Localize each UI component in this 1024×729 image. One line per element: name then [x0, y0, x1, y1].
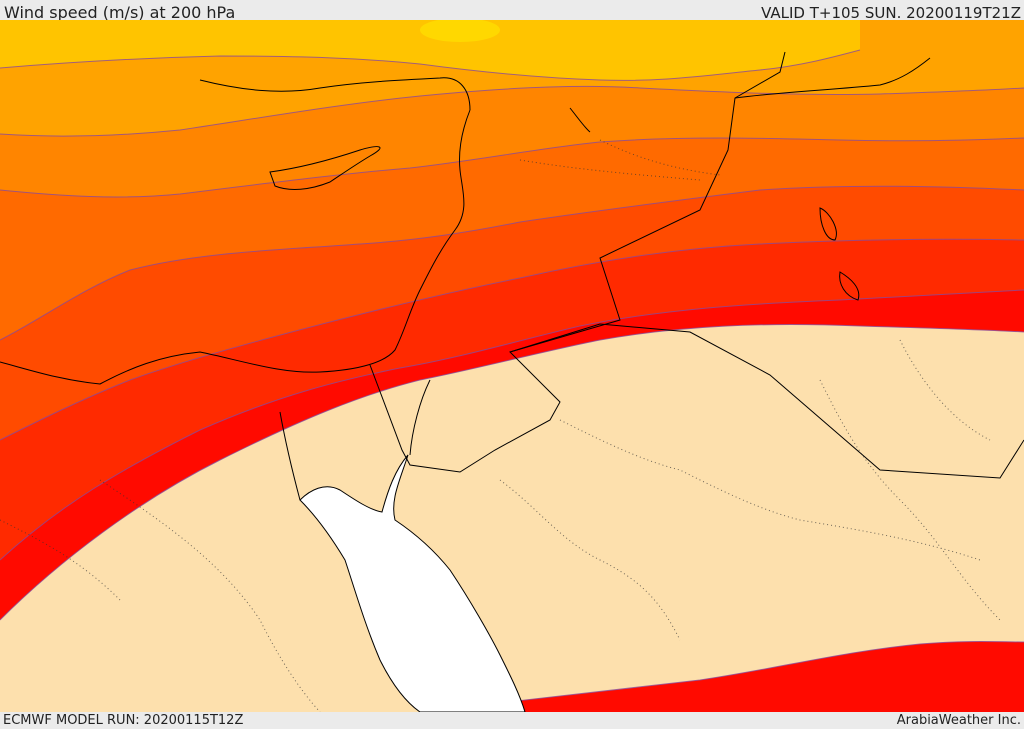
- header-bar: Wind speed (m/s) at 200 hPa VALID T+105 …: [0, 0, 1024, 22]
- coastlines: [0, 51, 1024, 501]
- wind-band-1: [0, 20, 860, 81]
- map-title: Wind speed (m/s) at 200 hPa: [4, 3, 236, 22]
- model-run: ECMWF MODEL RUN: 20200115T12Z: [3, 713, 244, 728]
- province-boundaries: [0, 139, 1001, 712]
- contour-lines: [0, 49, 1024, 712]
- wind-speed-map: [0, 20, 1024, 712]
- wind-max-core: [420, 20, 500, 42]
- valid-time: VALID T+105 SUN. 20200119T21Z: [761, 4, 1021, 22]
- red-sea: [299, 454, 526, 712]
- footer-bar: ECMWF MODEL RUN: 20200115T12Z ArabiaWeat…: [0, 712, 1024, 729]
- credit: ArabiaWeather Inc.: [896, 713, 1021, 728]
